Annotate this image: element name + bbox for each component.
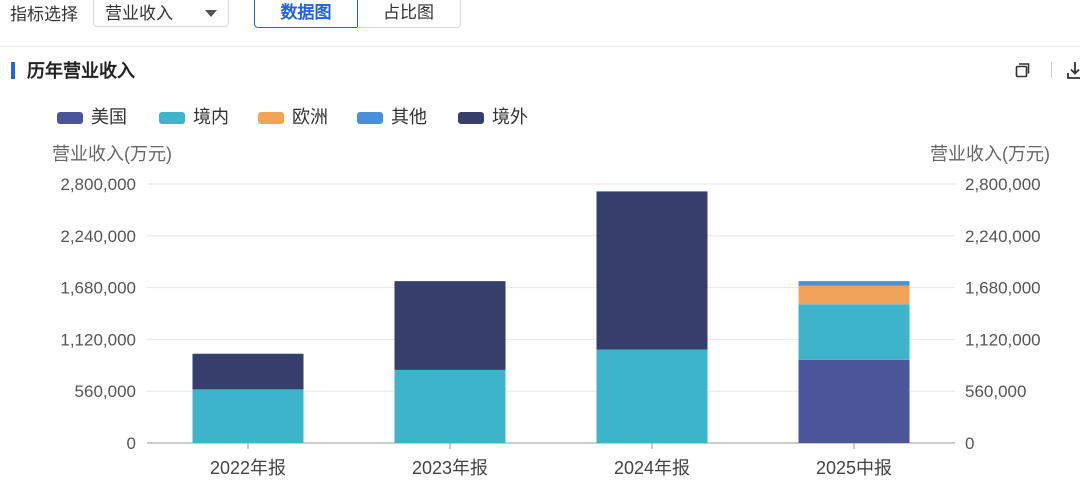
indicator-select-value: 营业收入 xyxy=(105,4,173,23)
bar-segment xyxy=(798,281,910,286)
bar-segment xyxy=(798,304,910,360)
bar-segment xyxy=(192,353,304,390)
bar-segment xyxy=(596,191,708,350)
download-icon[interactable] xyxy=(1066,60,1080,80)
legend-swatch xyxy=(159,112,185,124)
tab-data-chart[interactable]: 数据图 xyxy=(254,0,358,28)
y-tick-label-left: 2,240,000 xyxy=(60,227,136,246)
section-title: 历年营业收入 xyxy=(27,61,135,81)
bar-segment xyxy=(394,369,506,443)
y-tick-label-right: 560,000 xyxy=(965,382,1026,401)
legend-swatch xyxy=(357,112,383,124)
y-tick-label-left: 2,800,000 xyxy=(60,175,136,194)
icon-divider xyxy=(1051,62,1052,78)
legend-label: 境外 xyxy=(492,107,528,127)
bar-segment xyxy=(798,285,910,305)
y-axis-label-right: 营业收入(万元) xyxy=(930,144,1050,164)
indicator-label: 指标选择 xyxy=(10,5,78,24)
legend-swatch xyxy=(258,112,284,124)
toolbar: 指标选择 营业收入 数据图 占比图 xyxy=(0,0,1080,47)
x-tick-label: 2024年报 xyxy=(614,458,690,478)
indicator-select[interactable]: 营业收入 xyxy=(93,0,229,27)
legend-swatch xyxy=(458,112,484,124)
legend-swatch xyxy=(57,112,83,124)
legend-label: 欧洲 xyxy=(292,107,328,127)
y-tick-label-left: 560,000 xyxy=(75,382,136,401)
y-tick-label-right: 2,240,000 xyxy=(965,227,1041,246)
section-accent-bar xyxy=(11,62,15,79)
y-tick-label-right: 2,800,000 xyxy=(965,175,1041,194)
x-tick-label: 2025中报 xyxy=(816,458,892,478)
bar-segment xyxy=(798,359,910,443)
y-tick-label-right: 1,120,000 xyxy=(965,330,1041,349)
bar-segment xyxy=(596,349,708,443)
bar-segment xyxy=(192,389,304,443)
chevron-down-icon xyxy=(205,10,217,17)
x-tick-label: 2023年报 xyxy=(412,458,488,478)
copy-icon[interactable] xyxy=(1013,61,1031,79)
tab-ratio-chart[interactable]: 占比图 xyxy=(357,0,461,28)
y-tick-label-right: 0 xyxy=(965,434,974,453)
x-tick-label: 2022年报 xyxy=(210,458,286,478)
legend-label: 美国 xyxy=(91,107,127,127)
bar-segment xyxy=(394,281,506,370)
legend-label: 其他 xyxy=(391,107,427,127)
legend-label: 境内 xyxy=(193,107,229,127)
y-tick-label-left: 0 xyxy=(127,434,136,453)
y-axis-label-left: 营业收入(万元) xyxy=(52,144,172,164)
y-tick-label-left: 1,680,000 xyxy=(60,279,136,298)
y-tick-label-left: 1,120,000 xyxy=(60,330,136,349)
y-tick-label-right: 1,680,000 xyxy=(965,279,1041,298)
